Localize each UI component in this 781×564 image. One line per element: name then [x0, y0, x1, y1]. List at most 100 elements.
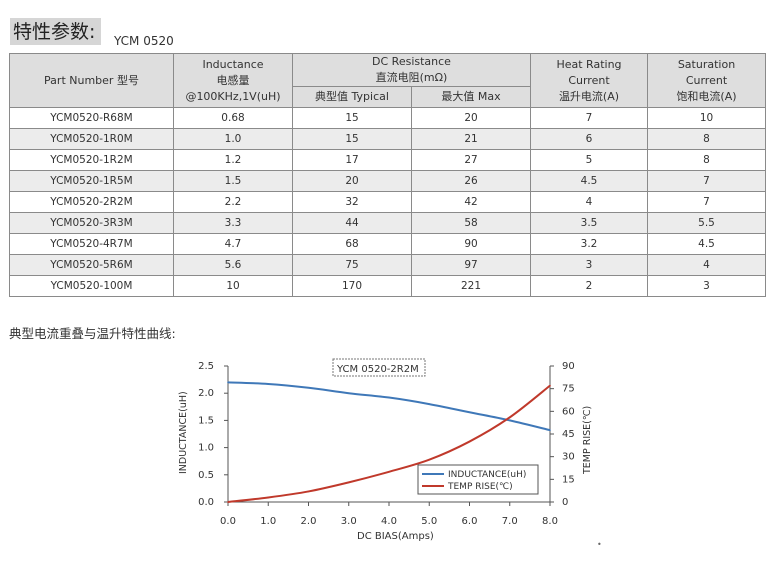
model-label: YCM 0520: [114, 34, 174, 48]
header-saturation: Saturation Current 饱和电流(A): [647, 53, 766, 108]
header-heat-l2: Current: [568, 73, 610, 87]
legend-label: TEMP RISE(℃): [447, 482, 513, 492]
table-row: YCM0520-4R7M 4.7 68 90 3.2 4.5: [9, 233, 766, 255]
spec-table: Part Number 型号 Inductance 电感量 @100KHz,1V…: [9, 53, 766, 297]
header-dcr-typical: 典型值 Typical: [292, 86, 412, 108]
y2-tick-label: 90: [562, 361, 575, 372]
inductance-point: [388, 396, 390, 399]
cell-part-number: YCM0520-1R5M: [9, 170, 174, 192]
cell-part-number: YCM0520-3R3M: [9, 212, 174, 234]
header-inductance-cond: @100KHz,1V(uH): [185, 89, 281, 103]
table-row: YCM0520-R68M 0.68 15 20 7 10: [9, 107, 766, 129]
inductance-point: [468, 411, 471, 414]
x-tick-label: 2.0: [301, 516, 317, 527]
inductance-point: [428, 403, 431, 405]
temp-rise-point: [508, 416, 511, 419]
table-row: YCM0520-2R2M 2.2 32 42 4 7: [9, 191, 766, 213]
y-tick-label: 2.0: [198, 388, 214, 399]
cell-dcr-typical: 170: [292, 275, 412, 297]
cell-heat-rating: 2: [530, 275, 648, 297]
y2-tick-label: 60: [562, 406, 575, 417]
temp-rise-point: [307, 490, 310, 493]
inductance-point: [307, 386, 310, 389]
inductance-point: [508, 419, 511, 422]
table-row: YCM0520-100M 10 170 221 2 3: [9, 275, 766, 297]
temp-rise-point: [267, 496, 270, 499]
y2-tick-label: 0: [562, 497, 568, 508]
cell-inductance: 1.5: [173, 170, 293, 192]
y-axis-title: INDUCTANCE(uH): [178, 391, 189, 474]
cell-inductance: 10: [173, 275, 293, 297]
inductance-point: [227, 381, 229, 384]
header-heat-rating: Heat Rating Current 温升电流(A): [530, 53, 648, 108]
table-row: YCM0520-1R5M 1.5 20 26 4.5 7: [9, 170, 766, 192]
header-dc-resistance: DC Resistance 直流电阻(mΩ): [292, 53, 531, 87]
cell-saturation: 5.5: [647, 212, 766, 234]
cell-saturation: 8: [647, 128, 766, 150]
header-dcr-cn: 直流电阻(mΩ): [375, 71, 448, 84]
header-dcr-en: DC Resistance: [372, 55, 451, 68]
table-row: YCM0520-5R6M 5.6 75 97 3 4: [9, 254, 766, 276]
header-inductance-cn: 电感量: [216, 73, 250, 87]
section-title: 特性参数:: [10, 18, 102, 45]
x-tick-label: 7.0: [502, 516, 518, 527]
cell-saturation: 4: [647, 254, 766, 276]
cell-dcr-typical: 15: [292, 128, 412, 150]
legend-box: [417, 464, 539, 495]
cell-dcr-typical: 75: [292, 254, 412, 276]
y-tick-label: 1.5: [198, 415, 214, 426]
temp-rise-point: [347, 481, 350, 484]
cell-heat-rating: 3.5: [530, 212, 648, 234]
temp-rise-point: [227, 501, 229, 503]
x-tick-label: 6.0: [462, 516, 478, 527]
y2-tick-label: 30: [562, 452, 575, 463]
chart-axes: [224, 365, 554, 506]
inductance-point: [347, 392, 350, 395]
cell-part-number: YCM0520-R68M: [9, 107, 174, 129]
temp-rise-point: [388, 470, 390, 473]
header-dcr-max: 最大值 Max: [411, 86, 531, 108]
y-tick-label: 0.0: [198, 497, 214, 508]
chart-title: YCM 0520-2R2M: [336, 364, 419, 375]
cell-saturation: 7: [647, 170, 766, 192]
x-tick-label: 0.0: [220, 516, 236, 527]
x-tick-label: 1.0: [260, 516, 276, 527]
x-tick-label: 4.0: [381, 516, 397, 527]
cell-part-number: YCM0520-5R6M: [9, 254, 174, 276]
spec-table-body: YCM0520-R68M 0.68 15 20 7 10 YCM0520-1R0M 1.0 15…: [9, 107, 766, 297]
cell-dcr-max: 58: [411, 212, 531, 234]
table-row: YCM0520-3R3M 3.3 44 58 3.5 5.5: [9, 212, 766, 234]
y-tick-label: 0.5: [198, 470, 214, 481]
table-row: YCM0520-1R0M 1.0 15 21 6 8: [9, 128, 766, 150]
header-sat-l2: Current: [685, 73, 728, 87]
inductance-point: [267, 383, 270, 385]
cell-part-number: YCM0520-2R2M: [9, 191, 174, 213]
y2-axis-title: TEMP RISE(℃): [582, 406, 593, 475]
header-inductance: Inductance 电感量 @100KHz,1V(uH): [173, 53, 293, 108]
x-axis-title: DC BIAS(Amps): [357, 531, 434, 542]
cell-saturation: 4.5: [647, 233, 766, 255]
cell-dcr-max: 26: [411, 170, 531, 192]
curves-caption: 典型电流重叠与温升特性曲线:: [9, 326, 176, 341]
cell-part-number: YCM0520-100M: [9, 275, 174, 297]
y2-tick-label: 75: [562, 384, 575, 395]
cell-saturation: 3: [647, 275, 766, 297]
temp-rise-point: [428, 458, 431, 461]
header-heat-cn: 温升电流(A): [558, 89, 620, 103]
temp-rise-point: [468, 440, 471, 443]
header-sat-cn: 饱和电流(A): [676, 89, 737, 103]
y2-tick-label: 15: [562, 474, 575, 485]
cell-part-number: YCM0520-1R0M: [9, 128, 174, 150]
chart-title-box: [332, 358, 426, 377]
x-tick-label: 5.0: [421, 516, 437, 527]
x-tick-label: 3.0: [341, 516, 357, 527]
header-sat-l1: Saturation: [677, 57, 736, 71]
cell-heat-rating: 6: [530, 128, 648, 150]
cell-inductance: 3.3: [173, 212, 293, 234]
cell-part-number: YCM0520-4R7M: [9, 233, 174, 255]
cell-dcr-max: 221: [411, 275, 531, 297]
y2-tick-label: 45: [562, 429, 575, 440]
chart-series: [227, 381, 551, 503]
temp-rise-point: [549, 384, 551, 387]
